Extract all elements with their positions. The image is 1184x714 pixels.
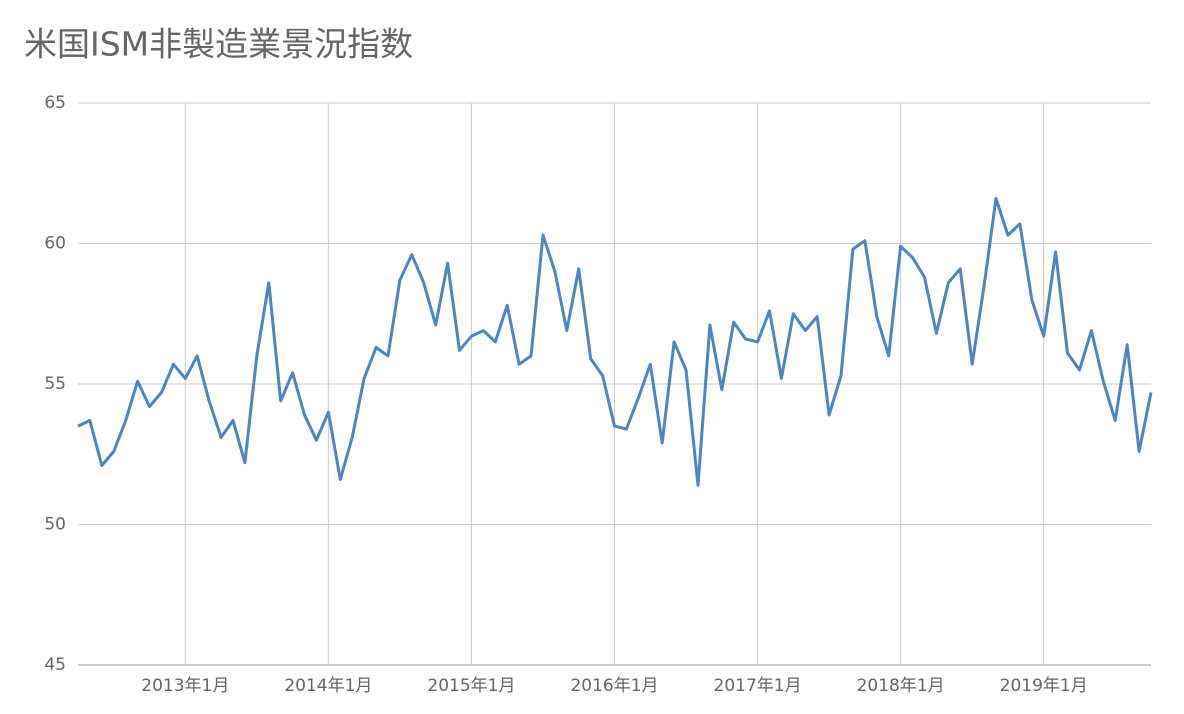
y-tick-label: 60 [44, 234, 66, 254]
y-tick-label: 65 [44, 93, 66, 113]
y-tick-label: 50 [44, 515, 66, 535]
x-tick-label: 2013年1月 [141, 676, 229, 696]
x-tick-label: 2018年1月 [857, 676, 945, 696]
x-tick-label: 2014年1月 [284, 676, 372, 696]
x-tick-label: 2019年1月 [1000, 676, 1088, 696]
chart-title: 米国ISM非製造業景況指数 [24, 25, 413, 64]
x-tick-label: 2016年1月 [570, 676, 658, 696]
data-line [77, 197, 1153, 487]
y-tick-label: 55 [44, 374, 66, 394]
y-tick-label: 45 [44, 655, 66, 675]
x-tick-label: 2017年1月 [714, 676, 802, 696]
x-tick-label: 2015年1月 [427, 676, 515, 696]
